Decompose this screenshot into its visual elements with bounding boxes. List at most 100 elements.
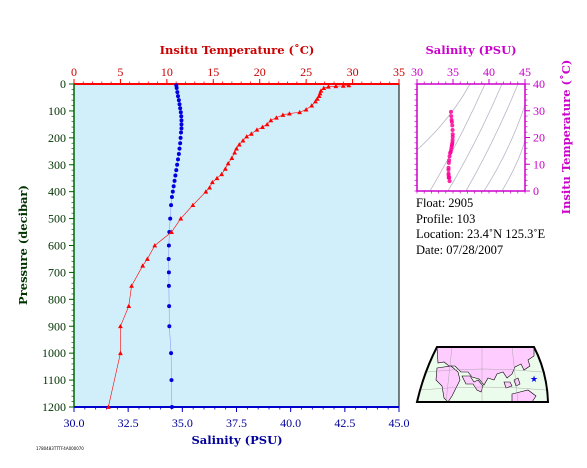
salinity-point bbox=[175, 162, 180, 167]
temperature-point bbox=[316, 93, 322, 99]
pressure-tick-label: 0 bbox=[60, 77, 66, 91]
salinity-tick-label: 30.0 bbox=[64, 416, 85, 430]
ts-salinity-tick-label: 30 bbox=[411, 65, 423, 79]
temperature-point bbox=[118, 323, 123, 329]
location-label: Location: bbox=[416, 227, 464, 241]
profile-axis-ticks: 0 5 10 15 20 25 30 35 30.0 32.5 35.0 37.5 40.0 42.5 45… bbox=[42, 65, 410, 430]
temperature-point bbox=[264, 121, 270, 127]
salinity-point bbox=[169, 195, 174, 200]
salinity-point bbox=[179, 118, 184, 123]
ts-point bbox=[448, 151, 453, 156]
salinity-tick-label: 42.5 bbox=[334, 416, 355, 430]
salinity-point bbox=[176, 98, 181, 103]
temperature-point bbox=[234, 146, 239, 151]
map-frame bbox=[415, 346, 550, 403]
salinity-point bbox=[169, 203, 174, 208]
temperature-point bbox=[152, 243, 158, 248]
temperature-tick-label: 30 bbox=[347, 65, 359, 79]
temperature-point bbox=[260, 124, 265, 129]
temperature-point bbox=[140, 263, 146, 268]
salinity-series bbox=[166, 83, 184, 409]
salinity-point bbox=[173, 173, 178, 178]
map-land bbox=[419, 347, 547, 402]
ts-point bbox=[450, 128, 455, 133]
temperature-point bbox=[346, 82, 352, 88]
salinity-point bbox=[178, 135, 183, 140]
temperature-point bbox=[105, 404, 111, 409]
salinity-point bbox=[176, 157, 180, 162]
temperature-point bbox=[240, 138, 246, 143]
salinity-tick-label: 37.5 bbox=[226, 416, 247, 430]
temperature-point bbox=[190, 202, 196, 208]
footer-tag: 1780483TTTF4A000070 bbox=[36, 446, 84, 451]
float-info-panel: Float: 2905 Profile: 103 Location: 23.4˚… bbox=[416, 196, 545, 258]
temperature-point bbox=[219, 171, 225, 177]
profile-plot-area bbox=[73, 83, 400, 408]
salinity-point bbox=[166, 270, 171, 275]
ts-salinity-tick-label: 35 bbox=[447, 65, 459, 79]
float-value: 2905 bbox=[448, 196, 474, 210]
temperature-point bbox=[287, 111, 292, 116]
pressure-tick-label: 900 bbox=[48, 319, 66, 333]
salinity-point bbox=[167, 324, 172, 329]
temperature-point bbox=[144, 256, 150, 261]
ts-point bbox=[449, 114, 454, 119]
salinity-point bbox=[169, 405, 174, 409]
location-map: ★ bbox=[415, 346, 550, 403]
salinity-point bbox=[176, 94, 180, 99]
salinity-point bbox=[177, 146, 182, 151]
salinity-tick-label: 32.5 bbox=[118, 416, 139, 430]
ts-temperature-tick-label: 40 bbox=[533, 77, 545, 91]
salinity-point bbox=[174, 86, 179, 91]
salinity-point bbox=[167, 304, 172, 309]
salinity-tick-label: 40.0 bbox=[280, 416, 301, 430]
temperature-tick-label: 0 bbox=[71, 65, 77, 79]
temperature-point bbox=[126, 303, 132, 308]
temperature-axis-title: Insitu Temperature (˚C) bbox=[160, 43, 315, 57]
temperature-point bbox=[326, 84, 331, 89]
pressure-tick-label: 1000 bbox=[42, 346, 66, 360]
temperature-point bbox=[340, 83, 346, 88]
pressure-axis-title: Pressure (decibar) bbox=[16, 185, 30, 305]
float-location-marker: ★ bbox=[530, 375, 538, 385]
temperature-point bbox=[232, 150, 238, 155]
ts-point bbox=[450, 123, 455, 128]
ts-temperature-tick-label: 10 bbox=[533, 157, 545, 171]
temperature-tick-label: 35 bbox=[393, 65, 405, 79]
float-label: Float: bbox=[416, 196, 446, 210]
ts-point bbox=[447, 179, 452, 184]
profile-value: 103 bbox=[456, 211, 476, 226]
location-row: Location: 23.4˚N 125.3˚E bbox=[416, 227, 545, 243]
ts-salinity-tick-label: 45 bbox=[519, 65, 531, 79]
temperature-point bbox=[236, 142, 242, 147]
salinity-point bbox=[170, 189, 175, 194]
temperature-point bbox=[297, 109, 303, 115]
salinity-point bbox=[178, 141, 183, 146]
temperature-point bbox=[268, 117, 274, 123]
temperature-series bbox=[105, 82, 352, 409]
pressure-tick-label: 100 bbox=[48, 104, 66, 118]
pressure-tick-label: 1100 bbox=[42, 373, 66, 387]
temperature-point bbox=[313, 99, 318, 104]
date-label: Date: bbox=[416, 242, 444, 257]
salinity-point bbox=[176, 151, 181, 156]
ts-temperature-tick-label: 20 bbox=[533, 131, 545, 145]
ts-point bbox=[449, 119, 454, 124]
ts-density-contours bbox=[417, 84, 525, 191]
salinity-point bbox=[179, 130, 184, 135]
temperature-point bbox=[203, 189, 209, 194]
pressure-tick-label: 400 bbox=[48, 185, 66, 199]
salinity-point bbox=[166, 256, 171, 261]
pressure-tick-label: 800 bbox=[48, 292, 66, 306]
pressure-tick-label: 700 bbox=[48, 265, 66, 279]
ts-point bbox=[446, 167, 451, 172]
salinity-point bbox=[166, 283, 171, 288]
salinity-tick-label: 35.0 bbox=[172, 416, 193, 430]
temperature-point bbox=[178, 216, 184, 221]
salinity-point bbox=[179, 122, 184, 127]
temperature-point bbox=[222, 166, 228, 171]
profile-panel: 0 5 10 15 20 25 30 35 30.0 32.5 35.0 37.5 40.0 42.5 45… bbox=[16, 43, 410, 447]
salinity-point bbox=[175, 90, 180, 95]
